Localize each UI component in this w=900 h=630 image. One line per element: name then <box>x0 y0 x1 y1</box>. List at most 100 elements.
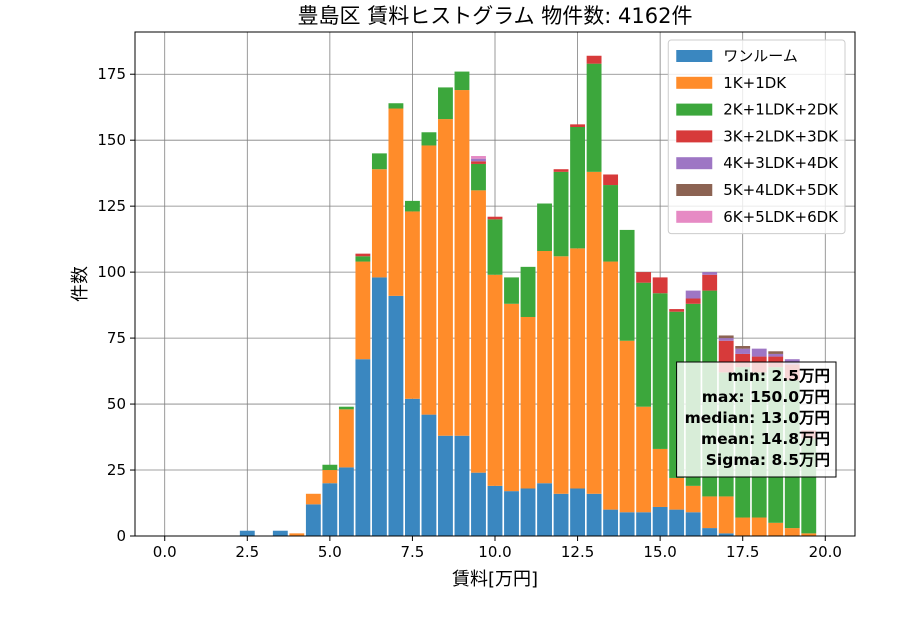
legend-label: 1K+1DK <box>723 74 787 92</box>
bar-segment-series-4 <box>685 290 701 299</box>
bar-segment-series-0 <box>471 472 486 536</box>
bar-segment-series-3 <box>471 161 486 164</box>
x-tick-label: 2.5 <box>235 543 259 561</box>
bar-segment-series-2 <box>537 203 552 252</box>
bar-segment-series-0 <box>685 512 701 536</box>
bar-segment-series-2 <box>619 229 635 341</box>
x-tick-label: 15.0 <box>643 543 676 561</box>
y-axis-label: 件数 <box>70 266 91 302</box>
bar-segment-series-1 <box>487 274 503 486</box>
bar-segment-series-3 <box>652 277 668 294</box>
legend-label: 4K+3LDK+4DK <box>723 154 839 172</box>
bar-segment-series-2 <box>652 293 668 449</box>
stats-line: mean: 14.8万円 <box>701 430 830 448</box>
bar-segment-series-1 <box>669 477 685 510</box>
bar-segment-series-1 <box>751 517 767 536</box>
bar-segment-series-0 <box>718 533 734 536</box>
y-tick-label: 150 <box>97 131 126 149</box>
bar-segment-series-3 <box>570 124 585 127</box>
bar-segment-series-1 <box>322 470 338 484</box>
bar-segment-series-4 <box>751 348 767 357</box>
bar-segment-series-1 <box>388 108 404 296</box>
bar-segment-series-0 <box>405 398 420 536</box>
legend-frame <box>667 39 846 235</box>
stats-annotation: min: 2.5万円 max: 150.0万円 median: 13.0万円 mean… <box>676 361 837 478</box>
bar-segment-series-1 <box>553 256 569 494</box>
y-tick-label: 100 <box>97 263 126 281</box>
y-axis-ticks: 0 25 50 75 100 125 150 175 <box>97 65 135 545</box>
bar-segment-series-2 <box>570 126 585 249</box>
bar-segment-series-1 <box>685 485 701 513</box>
bar-segment-series-3 <box>487 216 503 220</box>
bar-segment-series-2 <box>553 171 569 257</box>
bar-segment-series-0 <box>619 512 635 536</box>
bar-segment-series-1 <box>504 303 519 492</box>
legend-swatch <box>676 103 713 116</box>
y-tick-label: 50 <box>107 395 126 413</box>
bar-segment-series-1 <box>421 145 437 415</box>
chart-title: 豊島区 賃料ヒストグラム 物件数: 4162件 <box>298 4 693 28</box>
bar-segment-series-4 <box>471 158 486 162</box>
bar-segment-series-2 <box>388 103 404 109</box>
bar-segment-series-0 <box>702 528 718 536</box>
bar-segment-series-1 <box>702 496 718 529</box>
bar-segment-series-0 <box>388 295 404 536</box>
x-tick-label: 12.5 <box>561 543 594 561</box>
x-tick-label: 10.0 <box>478 543 511 561</box>
stats-box <box>676 361 837 478</box>
bar-segment-series-1 <box>586 171 602 494</box>
stats-line: min: 2.5万円 <box>727 367 830 385</box>
legend-label: 5K+4LDK+5DK <box>723 181 839 199</box>
bar-segment-series-3 <box>636 272 652 283</box>
bar-segment-series-0 <box>239 530 255 536</box>
bar-segment-series-6 <box>471 156 486 159</box>
bar-segment-series-1 <box>338 409 354 468</box>
x-tick-label: 7.5 <box>401 543 425 561</box>
bar-segment-series-1 <box>570 248 585 489</box>
bar-segment-series-1 <box>718 496 734 534</box>
bar-segment-series-1 <box>305 493 321 505</box>
bar-segment-series-2 <box>405 200 420 212</box>
bar-segment-series-0 <box>570 488 585 536</box>
bar-segment-series-1 <box>454 90 470 436</box>
bar-segment-series-0 <box>553 493 569 536</box>
stats-line: median: 13.0万円 <box>685 409 830 427</box>
bar-segment-series-0 <box>305 504 321 536</box>
bar-segment-series-0 <box>421 414 437 536</box>
bar-segment-series-2 <box>322 464 338 471</box>
bar-segment-series-0 <box>487 485 503 536</box>
bar-segment-series-0 <box>636 512 652 536</box>
bar-segment-series-1 <box>355 261 371 360</box>
bar-segment-series-2 <box>504 277 519 304</box>
bar-segment-series-4 <box>702 272 718 275</box>
bar-segment-series-1 <box>471 190 486 473</box>
bar-segment-series-2 <box>636 282 652 407</box>
legend-swatch <box>676 157 713 170</box>
bar-segment-series-2 <box>454 71 470 91</box>
bar-segment-series-0 <box>520 488 536 536</box>
bar-segment-series-0 <box>603 509 619 536</box>
bar-segment-series-2 <box>338 406 354 410</box>
bar-segment-series-3 <box>586 55 602 64</box>
bar-segment-series-2 <box>371 153 387 170</box>
bar-segment-series-5 <box>735 346 751 349</box>
bar-segment-series-1 <box>735 517 751 536</box>
bar-segment-series-1 <box>537 251 552 484</box>
bar-segment-series-3 <box>553 169 569 172</box>
bar-segment-series-2 <box>520 266 536 317</box>
bar-segment-series-0 <box>504 491 519 536</box>
y-tick-label: 175 <box>97 65 126 83</box>
bar-segment-series-2 <box>421 132 437 146</box>
bar-segment-series-1 <box>801 533 817 536</box>
bar-segment-series-0 <box>355 359 371 536</box>
y-tick-label: 25 <box>107 461 126 479</box>
bar-segment-series-1 <box>636 406 652 513</box>
bar-segment-series-3 <box>685 298 701 304</box>
bar-segment-series-1 <box>371 169 387 278</box>
y-tick-label: 125 <box>97 197 126 215</box>
bar-segment-series-0 <box>272 530 288 536</box>
legend-swatch <box>676 210 713 223</box>
bar-segment-series-1 <box>652 448 668 507</box>
bar-segment-series-3 <box>355 253 371 257</box>
